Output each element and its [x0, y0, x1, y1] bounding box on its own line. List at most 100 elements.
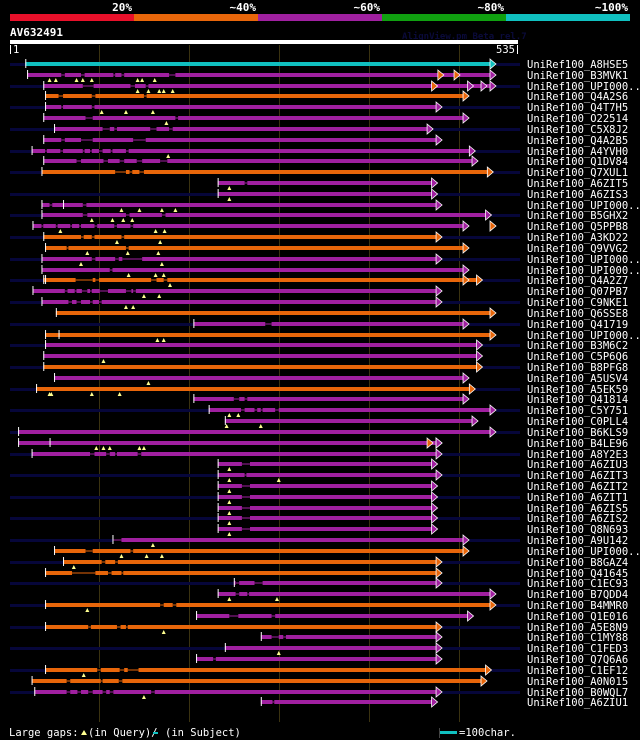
hit-row[interactable]: UniRef100_O22514: [43, 112, 628, 125]
hit-row[interactable]: UniRef100_A0N015: [31, 675, 629, 688]
hit-row[interactable]: UniRef100_C5Y751: [10, 404, 628, 417]
hit-row[interactable]: UniRef100_UPI000..: [10, 80, 640, 93]
hit-label[interactable]: UniRef100_UPI000..: [527, 546, 640, 558]
hit-row[interactable]: UniRef100_C0PLL4: [224, 415, 629, 428]
hit-label[interactable]: UniRef100_B8PFG8: [527, 362, 628, 374]
hit-label[interactable]: UniRef100_Q4A2S6: [527, 91, 628, 103]
hit-label[interactable]: UniRef100_UPI000..: [527, 254, 640, 266]
hit-row[interactable]: UniRef100_C1EF12: [10, 664, 628, 677]
hit-row[interactable]: UniRef100_Q4A2Z7: [10, 274, 628, 287]
hit-label[interactable]: UniRef100_A6ZIT5: [527, 178, 628, 190]
hit-label[interactable]: UniRef100_Q8N693: [527, 524, 628, 536]
hit-label[interactable]: UniRef100_Q4A2B5: [527, 135, 628, 147]
hit-row[interactable]: UniRef100_Q1E016: [196, 610, 628, 623]
hit-row[interactable]: UniRef100_Q41719: [10, 318, 628, 331]
hit-label[interactable]: UniRef100_A6ZIU3: [527, 459, 628, 471]
hit-row[interactable]: UniRef100_B5GHX2: [10, 209, 628, 222]
hit-row[interactable]: UniRef100_A6ZIT1: [10, 491, 628, 504]
hit-label[interactable]: UniRef100_C5P6Q6: [527, 351, 628, 363]
hit-label[interactable]: UniRef100_Q1DV84: [527, 156, 628, 168]
hit-row[interactable]: UniRef100_A3KD22: [10, 231, 628, 244]
hit-label[interactable]: UniRef100_B0WQL7: [527, 687, 628, 699]
hit-row[interactable]: UniRef100_A6ZIS3: [10, 188, 628, 201]
hit-label[interactable]: UniRef100_A5E8N9: [527, 622, 628, 634]
hit-label[interactable]: UniRef100_Q4A2Z7: [527, 275, 628, 287]
hit-row[interactable]: UniRef100_A5USV4: [54, 372, 628, 385]
hit-row[interactable]: UniRef100_A5E8N9: [10, 621, 628, 634]
hit-row[interactable]: UniRef100_A6ZIS5: [217, 502, 629, 515]
hit-row[interactable]: UniRef100_C1EC93: [10, 577, 628, 590]
hit-label[interactable]: UniRef100_C9NKE1: [527, 297, 628, 309]
hit-label[interactable]: UniRef100_A4YVH0: [527, 146, 628, 158]
hit-label[interactable]: UniRef100_A5EK59: [527, 384, 628, 396]
hit-row[interactable]: UniRef100_B0WQL7: [10, 686, 628, 699]
hit-row[interactable]: UniRef100_A6ZIT3: [10, 469, 628, 482]
hit-label[interactable]: UniRef100_A9U142: [527, 535, 628, 547]
hit-label[interactable]: UniRef100_C5Y751: [527, 405, 628, 417]
hit-label[interactable]: UniRef100_B4MMR0: [527, 600, 628, 612]
hit-label[interactable]: UniRef100_Q1E016: [527, 611, 628, 623]
hit-row[interactable]: UniRef100_C5X8J2: [10, 123, 628, 136]
hit-row[interactable]: UniRef100_UPI000..: [45, 329, 640, 342]
hit-row[interactable]: UniRef100_B3M6C2: [10, 339, 628, 352]
hit-row[interactable]: UniRef100_Q07PB7: [32, 285, 628, 298]
hit-label[interactable]: UniRef100_A0N015: [527, 676, 628, 688]
hit-row[interactable]: UniRef100_Q41814: [193, 393, 628, 406]
hit-row[interactable]: UniRef100_A5EK59: [10, 383, 628, 396]
hit-row[interactable]: UniRef100_Q5PPB8: [32, 220, 628, 233]
hit-label[interactable]: UniRef100_A6ZIS3: [527, 189, 628, 201]
hit-label[interactable]: UniRef100_B3MVK1: [527, 70, 628, 82]
hit-row[interactable]: UniRef100_A6ZIU1: [260, 696, 628, 709]
hit-label[interactable]: UniRef100_C5X8J2: [527, 124, 628, 136]
hit-label[interactable]: UniRef100_C1MY88: [527, 632, 628, 644]
hit-row[interactable]: UniRef100_B4MMR0: [10, 599, 628, 612]
hit-row[interactable]: UniRef100_Q8N693: [217, 523, 629, 536]
hit-row[interactable]: UniRef100_Q4A2S6: [45, 90, 628, 103]
hit-label[interactable]: UniRef100_B6KLS9: [527, 427, 628, 439]
hit-label[interactable]: UniRef100_Q07PB7: [527, 286, 628, 298]
hit-row[interactable]: UniRef100_Q4A2B5: [43, 134, 628, 147]
hit-row[interactable]: UniRef100_C9NKE1: [10, 296, 628, 309]
hit-row[interactable]: UniRef100_A6ZIT2: [217, 480, 629, 493]
hit-row[interactable]: UniRef100_Q7XUL1: [10, 166, 628, 179]
hit-row[interactable]: UniRef100_B6KLS9: [10, 426, 628, 439]
hit-label[interactable]: UniRef100_UPI000..: [527, 200, 640, 212]
hit-label[interactable]: UniRef100_Q9VVG2: [527, 243, 628, 255]
hit-label[interactable]: UniRef100_B4LE96: [527, 438, 628, 450]
hit-label[interactable]: UniRef100_Q41719: [527, 319, 628, 331]
hit-row[interactable]: UniRef100_Q9VVG2: [45, 242, 628, 255]
hit-row[interactable]: UniRef100_B8GAZ4: [10, 556, 628, 569]
hit-row[interactable]: UniRef100_Q7Q6A6: [196, 653, 628, 666]
hit-label[interactable]: UniRef100_Q7XUL1: [527, 167, 628, 179]
hit-row[interactable]: UniRef100_A4YVH0: [10, 145, 628, 158]
hit-label[interactable]: UniRef100_A6ZIU1: [527, 697, 628, 709]
hit-row[interactable]: UniRef100_A8Y2E3: [10, 448, 628, 461]
hit-row[interactable]: UniRef100_A6ZIT5: [217, 177, 629, 190]
hit-label[interactable]: UniRef100_A6ZIT1: [527, 492, 628, 504]
hit-row[interactable]: UniRef100_Q1DV84: [43, 155, 628, 168]
hit-label[interactable]: UniRef100_B8GAZ4: [527, 557, 628, 569]
hit-label[interactable]: UniRef100_Q4T7H5: [527, 102, 628, 114]
hit-label[interactable]: UniRef100_Q41645: [527, 568, 628, 580]
hit-row[interactable]: UniRef100_UPI000..: [54, 545, 640, 558]
hit-label[interactable]: UniRef100_A6ZIT2: [527, 481, 628, 493]
hit-row[interactable]: UniRef100_B7QDD4: [217, 588, 629, 601]
hit-row[interactable]: UniRef100_C1MY88: [260, 631, 628, 644]
hit-row[interactable]: UniRef100_UPI000..: [41, 264, 640, 277]
hit-label[interactable]: UniRef100_B5GHX2: [527, 210, 628, 222]
hit-row[interactable]: UniRef100_A9U142: [10, 534, 628, 547]
hit-row[interactable]: UniRef100_A8HSE5: [10, 58, 628, 71]
hit-row[interactable]: UniRef100_B3MVK1: [27, 69, 628, 82]
hit-label[interactable]: UniRef100_A8HSE5: [527, 59, 628, 71]
hit-label[interactable]: UniRef100_A3KD22: [527, 232, 628, 244]
hit-label[interactable]: UniRef100_Q5PPB8: [527, 221, 628, 233]
hit-row[interactable]: UniRef100_Q4T7H5: [10, 101, 628, 114]
hit-label[interactable]: UniRef100_UPI000..: [527, 81, 640, 93]
hit-label[interactable]: UniRef100_Q7Q6A6: [527, 654, 628, 666]
hit-label[interactable]: UniRef100_C0PLL4: [527, 416, 628, 428]
hit-row[interactable]: UniRef100_Q41645: [45, 567, 628, 580]
hit-label[interactable]: UniRef100_Q41814: [527, 394, 628, 406]
hit-row[interactable]: UniRef100_A6ZIS2: [10, 512, 628, 525]
hit-row[interactable]: UniRef100_C5P6Q6: [43, 350, 628, 363]
hit-row[interactable]: UniRef100_Q6SSE8: [55, 307, 628, 320]
